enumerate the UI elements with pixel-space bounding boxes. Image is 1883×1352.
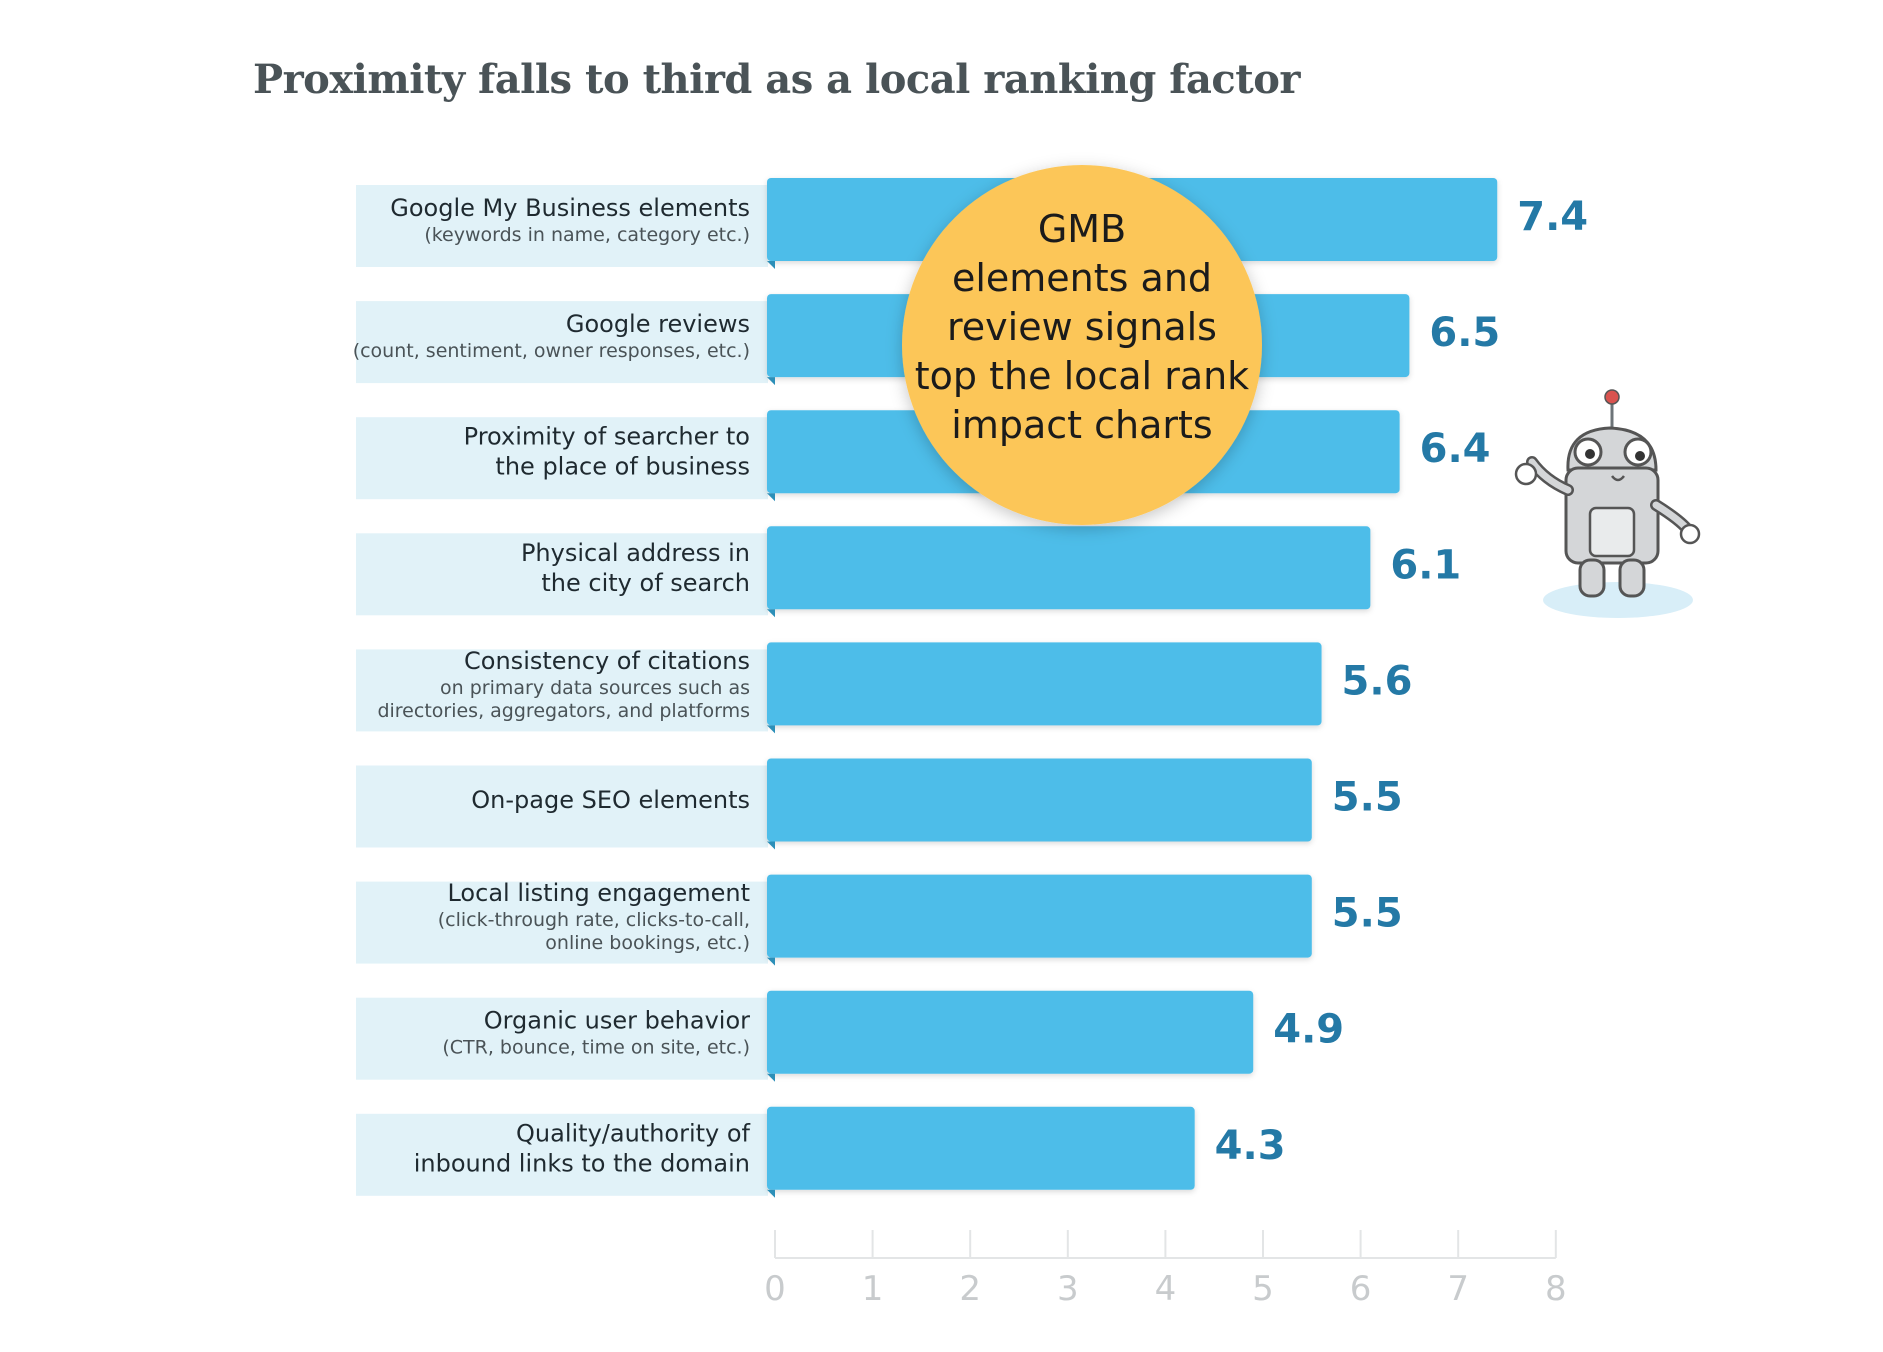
category-label-panels: Google My Business elements(keywords in … (353, 185, 768, 1196)
bar-value-label: 5.6 (1342, 658, 1413, 704)
category-sublabel: (count, sentiment, owner responses, etc.… (353, 340, 750, 362)
category-label-panel (356, 185, 768, 267)
category-label: Google reviews (566, 310, 750, 338)
bar-notch (767, 1189, 775, 1198)
bar-notch (767, 841, 775, 850)
category-sublabel: online bookings, etc.) (545, 932, 750, 954)
category-label: the city of search (541, 569, 750, 597)
bar (767, 874, 1312, 958)
bar-value-label: 5.5 (1332, 775, 1403, 821)
bar (767, 642, 1322, 726)
callout-text-line: review signals (947, 305, 1217, 349)
bar-notch (767, 957, 775, 966)
category-label: Organic user behavior (484, 1007, 750, 1035)
x-tick-label: 5 (1252, 1269, 1274, 1309)
bar-notch (767, 261, 775, 269)
x-tick-label: 4 (1155, 1269, 1177, 1309)
category-label: the place of business (495, 453, 750, 481)
callout-text-line: impact charts (951, 403, 1212, 447)
x-tick-label: 8 (1545, 1269, 1567, 1309)
category-sublabel: (click-through rate, clicks-to-call, (438, 909, 750, 931)
category-label-panel (356, 533, 768, 616)
category-label: Quality/authority of (516, 1119, 751, 1147)
bar-value-label: 4.9 (1273, 1007, 1344, 1053)
category-sublabel: (keywords in name, category etc.) (424, 224, 750, 246)
category-label-panel (356, 1113, 768, 1196)
page-title: Proximity falls to third as a local rank… (253, 56, 1300, 103)
bar-notch (767, 493, 775, 502)
bar (767, 1106, 1195, 1190)
category-label-panel (356, 765, 768, 848)
category-label: inbound links to the domain (414, 1149, 750, 1177)
x-tick-label: 0 (764, 1269, 786, 1309)
bar-value-label: 4.3 (1215, 1123, 1286, 1169)
bar (767, 758, 1312, 842)
bar-notch (767, 725, 775, 734)
callout-circle (902, 165, 1262, 525)
callout-text-line: elements and (952, 256, 1212, 300)
category-label: Physical address in (521, 539, 750, 567)
callout-text-line: GMB (1038, 207, 1126, 251)
robot-mascot-icon (1514, 389, 1701, 618)
category-label: Google My Business elements (390, 194, 750, 222)
category-sublabel: directories, aggregators, and platforms (377, 700, 750, 722)
category-label: On-page SEO elements (471, 786, 750, 814)
category-label-panel (356, 417, 768, 500)
bar (767, 526, 1371, 610)
category-label-panel (356, 881, 768, 964)
category-label: Local listing engagement (447, 879, 750, 907)
category-label: Proximity of searcher to (464, 423, 750, 451)
bar-notch (767, 377, 775, 386)
category-sublabel: (CTR, bounce, time on site, etc.) (442, 1037, 750, 1059)
bar-notch (767, 1073, 775, 1082)
callout: GMB elements and review signals top the loc… (902, 165, 1262, 525)
x-tick-label: 1 (862, 1269, 884, 1309)
bar-value-label: 7.4 (1517, 194, 1588, 240)
callout-text-line: top the local rank (915, 354, 1249, 398)
bar-notch (767, 609, 775, 618)
bar-value-label: 6.1 (1390, 542, 1461, 588)
x-tick-label: 2 (959, 1269, 981, 1309)
x-axis: 0 1 2 3 4 5 6 7 8 (764, 1230, 1567, 1309)
bar (767, 990, 1254, 1074)
x-tick-label: 3 (1057, 1269, 1079, 1309)
category-label-panel (356, 301, 768, 384)
category-label: Consistency of citations (464, 647, 750, 675)
x-tick-label: 7 (1447, 1269, 1469, 1309)
bar-value-label: 6.5 (1429, 310, 1500, 356)
category-sublabel: on primary data sources such as (440, 677, 750, 699)
category-label-panel (356, 649, 768, 732)
x-tick-label: 6 (1350, 1269, 1372, 1309)
bar-value-label: 5.5 (1332, 891, 1403, 937)
bar-value-label: 6.4 (1420, 426, 1491, 472)
category-label-panel (356, 997, 768, 1080)
